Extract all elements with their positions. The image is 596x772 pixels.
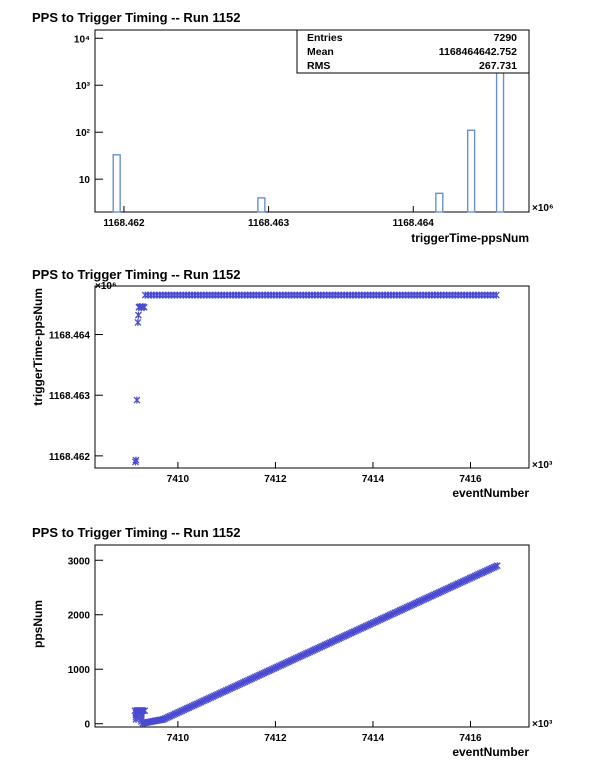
x-tick-label: 1168.462 — [103, 218, 145, 229]
panel-histogram: PPS to Trigger Timing -- Run 1152 1168.4… — [32, 10, 554, 245]
pps-plot-x-axis-title: eventNumber — [452, 745, 529, 759]
histogram-x-exponent: ×10⁶ — [532, 203, 554, 214]
pps-plot-x-ticks: 7410 7412 7414 7416 — [167, 721, 482, 744]
histogram-y-ticks: 10 10² 10³ 10⁴ — [74, 34, 103, 186]
histogram-bar — [466, 129, 476, 213]
histogram-bar — [257, 197, 266, 213]
pps-plot-y-ticks: 0 1000 2000 3000 — [68, 556, 103, 731]
x-tick-label: 7414 — [362, 474, 385, 485]
pps-plot-frame — [94, 544, 530, 728]
x-tick-label: 7414 — [362, 733, 385, 744]
x-tick-label: 7412 — [264, 733, 287, 744]
data-point — [132, 715, 140, 723]
data-point — [134, 318, 142, 326]
x-tick-label: 1168.463 — [248, 218, 290, 229]
stats-box-frame — [296, 29, 530, 74]
y-tick-label: 2000 — [68, 611, 91, 622]
trigger-plot-x-ticks: 7410 7412 7414 7416 — [167, 462, 482, 485]
trigger-plot-frame — [94, 285, 530, 469]
x-tick-label: 7410 — [167, 733, 190, 744]
trigger-plot-x-axis-title: eventNumber — [452, 486, 529, 500]
pps-plot-y-axis-title: ppsNum — [31, 600, 45, 648]
histogram-bar — [435, 192, 444, 213]
histogram-x-axis-title: triggerTime-ppsNum — [411, 231, 529, 245]
x-tick-label: 1168.464 — [393, 218, 435, 229]
pps-plot-title: PPS to Trigger Timing -- Run 1152 — [32, 525, 241, 540]
stats-mean-label: Mean — [307, 46, 334, 58]
panel-pps-vs-event: PPS to Trigger Timing -- Run 1152 7410 74… — [31, 525, 553, 759]
trigger-plot-points — [132, 291, 500, 466]
y-tick-label: 1168.464 — [49, 331, 91, 342]
y-tick-label: 10³ — [76, 81, 91, 92]
stats-rms-value: 267.731 — [479, 60, 517, 72]
x-tick-label: 7416 — [459, 733, 482, 744]
trigger-plot-y-ticks: 1168.462 1168.463 1168.464 — [49, 331, 103, 463]
x-tick-label: 7416 — [459, 474, 482, 485]
data-point — [133, 396, 141, 404]
x-tick-label: 7412 — [264, 474, 287, 485]
y-tick-label: 3000 — [68, 556, 91, 567]
stats-entries-value: 7290 — [494, 32, 518, 44]
histogram-title: PPS to Trigger Timing -- Run 1152 — [32, 10, 241, 25]
data-point — [141, 707, 149, 715]
pps-plot-points — [131, 562, 501, 727]
stats-entries-label: Entries — [307, 32, 343, 44]
stats-box: Entries 7290 Mean 1168464642.752 RMS 267… — [296, 29, 530, 74]
pps-plot-x-exponent: ×10³ — [532, 719, 553, 730]
data-point — [492, 291, 500, 299]
histogram-x-ticks: 1168.462 1168.463 1168.464 — [103, 206, 434, 229]
y-tick-label: 10 — [79, 175, 91, 186]
data-point — [132, 456, 140, 464]
histogram-bars — [112, 44, 505, 213]
data-point — [493, 562, 501, 570]
trigger-plot-y-exponent: ×10⁶ — [95, 281, 117, 292]
stats-rms-label: RMS — [307, 60, 330, 72]
stats-mean-value: 1168464642.752 — [439, 46, 517, 58]
y-tick-label: 1168.463 — [49, 391, 91, 402]
y-tick-label: 1168.462 — [49, 452, 91, 463]
y-tick-label: 1000 — [68, 665, 91, 676]
data-point — [134, 311, 142, 319]
trigger-plot-y-axis-title: triggerTime-ppsNum — [31, 288, 45, 406]
trigger-plot-title: PPS to Trigger Timing -- Run 1152 — [32, 267, 241, 282]
panel-trigger-vs-event: PPS to Trigger Timing -- Run 1152 7410 74… — [31, 267, 553, 500]
y-tick-label: 0 — [84, 720, 90, 731]
x-tick-label: 7410 — [167, 474, 190, 485]
y-tick-label: 10⁴ — [74, 34, 90, 45]
trigger-plot-x-exponent: ×10³ — [532, 460, 553, 471]
data-point — [140, 303, 148, 311]
y-tick-label: 10² — [76, 128, 91, 139]
histogram-bar — [112, 154, 121, 213]
